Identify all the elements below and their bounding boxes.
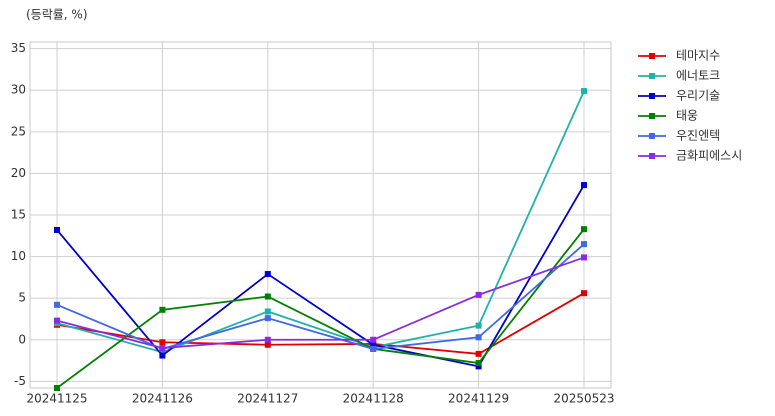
data-point [264,315,271,322]
data-point [370,336,377,343]
y-tick-label: 10 [11,249,26,263]
series-line [56,243,585,350]
data-point [370,345,377,352]
data-point [264,271,271,278]
data-point [581,254,587,261]
data-point [475,360,482,367]
legend-label: 테마지수 [676,49,720,63]
data-point [264,341,271,348]
series-line [56,228,585,389]
x-tick-label: 20241125 [26,392,87,406]
y-tick-label: 15 [11,208,26,222]
legend-marker [649,153,655,159]
data-point [581,241,587,248]
legend-marker [649,133,655,139]
x-tick-label: 20241127 [237,392,298,406]
data-point [581,226,587,233]
data-point [159,306,166,313]
data-point [159,349,166,356]
y-tick-label: 25 [11,124,26,138]
y-tick-label: 0 [18,332,26,346]
data-point [264,336,271,343]
legend-marker [649,113,655,119]
data-point [475,350,482,357]
data-point [54,317,60,324]
data-point [475,363,482,370]
data-point [54,385,60,391]
data-point [581,88,587,95]
data-point [264,308,271,315]
x-tick-label: 20250523 [553,392,614,406]
legend-label: 우리기술 [676,89,720,103]
data-point [264,293,271,300]
data-point [159,352,166,359]
x-tick-label: 20241129 [448,392,509,406]
y-tick-label: 30 [11,83,26,97]
y-tick-label: 35 [11,41,26,55]
series-line [56,256,585,349]
y-tick-label: -5 [14,374,26,388]
legend-label: 에너토크 [676,69,720,83]
plot-frame [29,41,612,389]
x-tick-label: 20241126 [132,392,193,406]
legend-marker [649,73,655,79]
data-point [475,322,482,329]
series-line [56,292,585,355]
legend-label: 금화피에스시 [676,149,742,163]
y-tick-label: 20 [11,166,26,180]
data-point [159,345,166,352]
data-point [581,290,587,297]
legend-label: 우진엔텍 [676,129,720,143]
data-point [475,334,482,341]
x-tick-label: 20241128 [343,392,404,406]
legend-marker [649,93,655,99]
series-line [56,184,585,368]
y-tick-label: 5 [18,291,26,305]
legend-marker [649,53,655,59]
unit-label: (등락률, %) [26,8,88,22]
series-line [56,90,585,354]
legend-label: 태웅 [676,109,698,123]
data-point [159,339,166,346]
data-point [54,226,60,233]
data-point [54,301,60,308]
data-point [370,341,377,348]
data-point [475,291,482,298]
data-point [581,182,587,189]
